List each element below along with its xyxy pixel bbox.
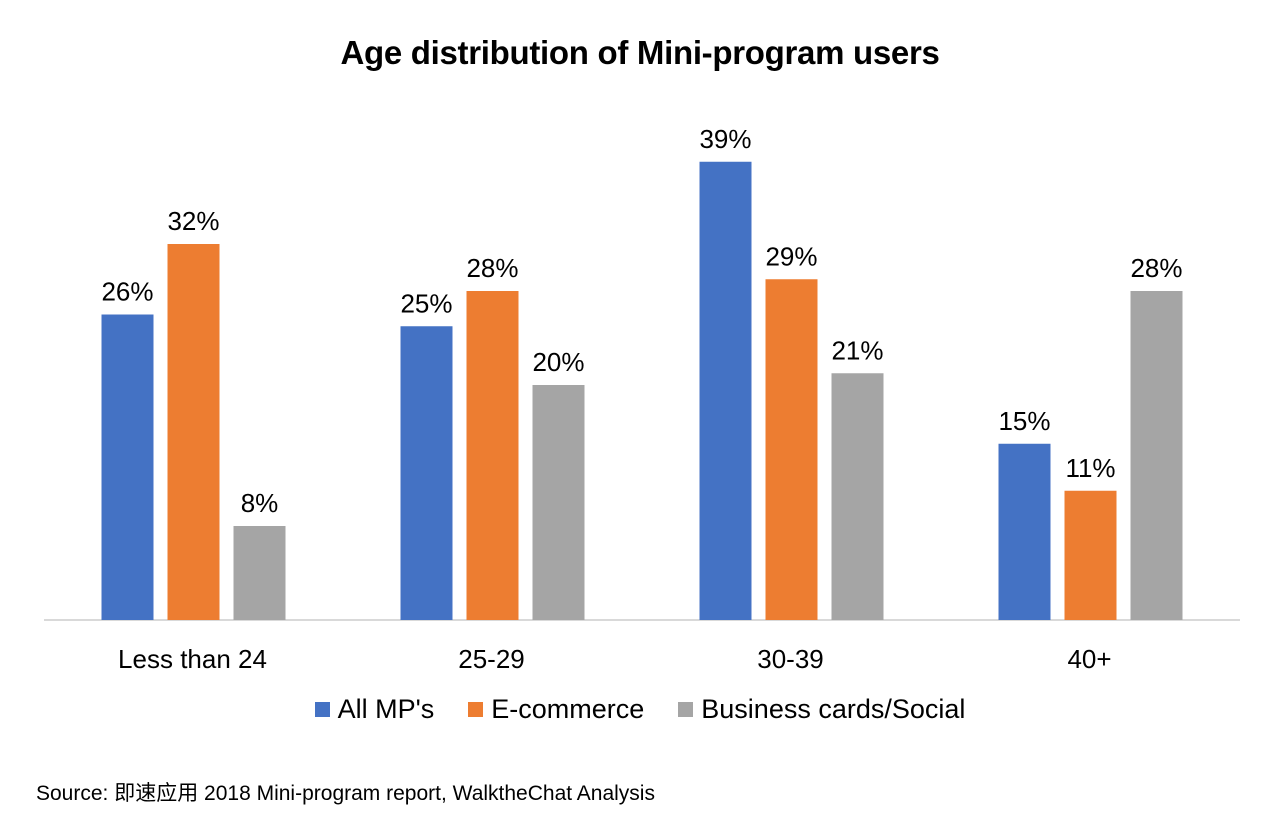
bar-business-cards-social-40 <box>1130 291 1183 620</box>
bar-e-commerce-25-29 <box>466 291 519 620</box>
data-label-e-commerce-less-than-24: 32% <box>167 206 219 236</box>
data-label-business-cards-social-30-39: 21% <box>831 335 883 365</box>
data-label-business-cards-social-less-than-24: 8% <box>241 488 279 518</box>
data-label-all-mp-s-25-29: 25% <box>400 288 452 318</box>
bar-labels-group: 26% 32% 8% 25% 28% 20% 39% 29% 21% 15% 11% 28% <box>101 124 1182 518</box>
chart-title: Age distribution of Mini-program users <box>340 34 940 71</box>
x-tick-30-39: 30-39 <box>757 644 824 674</box>
legend: All MP's E-commerce Business cards/Socia… <box>0 694 1265 725</box>
bar-all-mp-s-40 <box>998 443 1051 620</box>
data-label-all-mp-s-30-39: 39% <box>699 124 751 154</box>
bar-e-commerce-less-than-24 <box>167 244 220 620</box>
x-tick-labels: Less than 24 25-29 30-39 40+ <box>118 644 1112 674</box>
x-tick-40: 40+ <box>1067 644 1111 674</box>
legend-swatch-e-commerce <box>468 702 484 717</box>
bar-all-mp-s-25-29 <box>400 326 453 620</box>
data-label-e-commerce-30-39: 29% <box>765 241 817 271</box>
bar-all-mp-s-less-than-24 <box>101 314 154 620</box>
legend-swatch-all-mps <box>314 702 330 717</box>
bar-business-cards-social-25-29 <box>532 385 585 620</box>
legend-item-e-commerce: E-commerce <box>468 694 644 725</box>
legend-label-e-commerce: E-commerce <box>491 694 645 724</box>
data-label-all-mp-s-less-than-24: 26% <box>101 277 153 307</box>
legend-swatch-business-cards-social <box>678 702 694 717</box>
legend-item-business-cards-social: Business cards/Social <box>678 694 965 725</box>
data-label-all-mp-s-40: 15% <box>998 406 1050 436</box>
bar-business-cards-social-30-39 <box>831 373 884 620</box>
x-tick-less-than-24: Less than 24 <box>118 644 267 674</box>
bar-business-cards-social-less-than-24 <box>233 526 286 620</box>
bar-all-mp-s-30-39 <box>699 161 752 620</box>
bar-e-commerce-40 <box>1064 490 1117 620</box>
data-label-e-commerce-40: 11% <box>1065 453 1115 483</box>
legend-label-business-cards-social: Business cards/Social <box>701 694 966 724</box>
bar-chart: 26% 32% 8% 25% 28% 20% 39% 29% 21% 15% 11% 28% Less… <box>44 124 1240 674</box>
data-label-business-cards-social-40: 28% <box>1130 253 1182 283</box>
data-label-business-cards-social-25-29: 20% <box>532 347 584 377</box>
x-tick-25-29: 25-29 <box>458 644 525 674</box>
source-note: Source: 即速应用 2018 Mini-program report, W… <box>36 782 655 805</box>
legend-label-all-mps: All MP's <box>337 694 435 724</box>
data-label-e-commerce-25-29: 28% <box>466 253 518 283</box>
bars-group <box>101 161 1183 620</box>
bar-e-commerce-30-39 <box>765 279 818 620</box>
legend-item-all-mps: All MP's <box>314 694 435 725</box>
